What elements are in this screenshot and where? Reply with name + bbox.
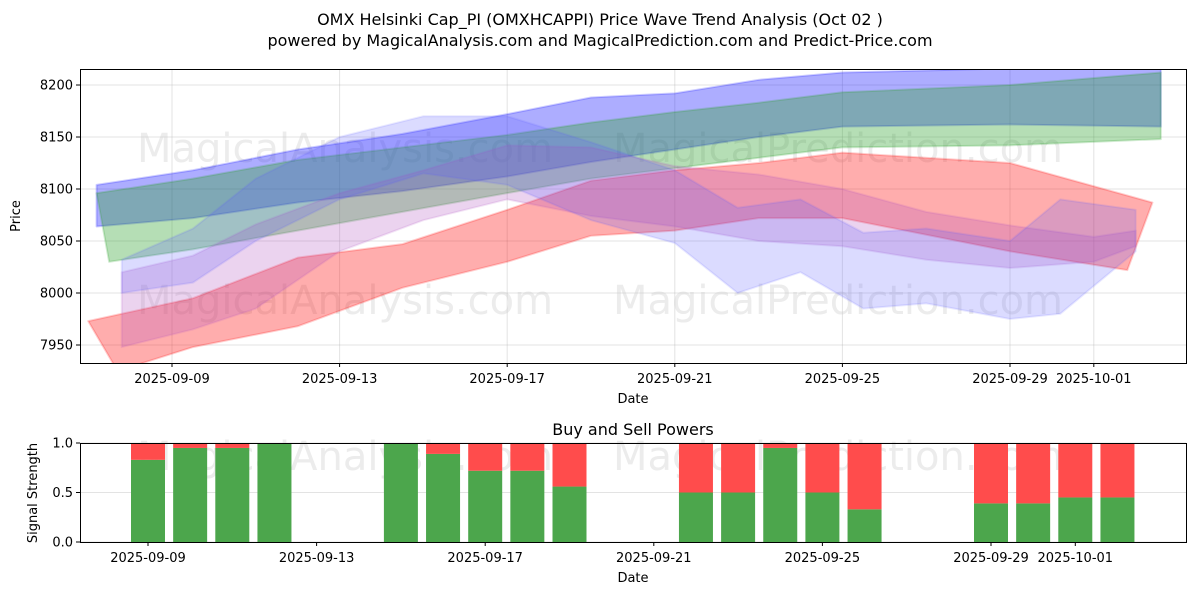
price-x-tick-label: 2025-09-21 (637, 372, 713, 387)
price-y-tick-label: 8150 (40, 131, 73, 146)
signal-x-tick-label: 2025-09-29 (953, 551, 1029, 566)
price-y-tick-label: 8050 (40, 235, 73, 250)
buy-bar (510, 470, 545, 542)
band-short-wave-purple (120, 144, 1137, 349)
signal-y-tick-label: 0.0 (52, 536, 73, 551)
buy-bar (1100, 497, 1135, 542)
price-y-tick-label: 8100 (40, 183, 73, 198)
sell-bar (678, 443, 713, 493)
buy-bar (847, 509, 882, 542)
band-short-wave-blue (120, 115, 1137, 321)
signal-x-tick-label: 2025-09-17 (447, 551, 523, 566)
signal-x-tick-label: 2025-09-25 (785, 551, 861, 566)
buy-bar (383, 443, 418, 542)
buy-bar (721, 492, 756, 542)
sell-bar (215, 443, 250, 448)
price-grid (80, 69, 1186, 363)
price-x-tick-label: 2025-09-13 (302, 372, 378, 387)
signal-x-tick-label: 2025-09-13 (279, 551, 355, 566)
price-y-tick-label: 8000 (40, 287, 73, 302)
signal-x-tick-label: 2025-10-01 (1038, 551, 1114, 566)
price-x-tick-label: 2025-09-17 (469, 372, 545, 387)
buy-bar (426, 453, 461, 542)
price-x-tick-label: 2025-10-01 (1056, 372, 1132, 387)
buy-bar (763, 447, 798, 542)
sell-bar (131, 443, 165, 460)
buy-bar (678, 492, 713, 542)
price-chart: MagicalAnalysis.com MagicalPrediction.com… (9, 69, 1187, 407)
signal-y-tick-label: 0.5 (52, 486, 73, 501)
buy-bar (468, 470, 503, 542)
buy-bar (131, 459, 165, 542)
signal-chart-title: Buy and Sell Powers (552, 420, 714, 439)
sell-bar (847, 443, 882, 510)
sell-bar (721, 443, 756, 493)
price-watermarks: MagicalAnalysis.com MagicalPrediction.com… (137, 126, 1063, 324)
price-y-tick-label: 7950 (40, 339, 73, 354)
band-mid-term-red (87, 151, 1154, 363)
buy-bar (257, 443, 292, 542)
sell-bar (763, 443, 798, 448)
price-x-ticks: 2025-09-09 2025-09-13 2025-09-17 2025-09-21… (134, 363, 1132, 387)
signal-x-ticks: 2025-09-09 2025-09-13 2025-09-17 2025-09-21… (110, 542, 1113, 566)
sell-bar (552, 443, 587, 487)
buy-bar (215, 447, 250, 542)
buy-bar (805, 492, 840, 542)
signal-bars (131, 443, 1135, 542)
sell-bar (510, 443, 545, 471)
sell-bar (974, 443, 1008, 504)
signal-axes-frame (80, 443, 1187, 543)
band-long-term-green (95, 71, 1162, 263)
price-y-tick-label: 8200 (40, 79, 73, 94)
price-x-label: Date (617, 392, 648, 407)
price-y-label: Price (9, 200, 24, 232)
price-axes-frame (80, 69, 1187, 364)
sell-bar (1100, 443, 1135, 498)
buy-bar (552, 486, 587, 542)
signal-x-label: Date (617, 571, 648, 586)
buy-bar (173, 447, 208, 542)
signal-y-label: Signal Strength (26, 443, 41, 543)
price-x-tick-label: 2025-09-29 (972, 372, 1048, 387)
sell-bar (1058, 443, 1093, 498)
buy-bar (1016, 503, 1051, 542)
signal-y-tick-label: 1.0 (52, 437, 73, 452)
watermark-text: MagicalAnalysis.com (137, 126, 553, 172)
watermark-text: MagicalPrediction.com (613, 126, 1063, 172)
sell-bar (173, 443, 208, 448)
watermark-text: MagicalAnalysis.com (137, 278, 553, 324)
price-x-tick-label: 2025-09-09 (134, 372, 210, 387)
sell-bar (805, 443, 840, 493)
chart-subtitle: powered by MagicalAnalysis.com and Magic… (267, 31, 933, 50)
signal-chart: Buy and Sell Powers MagicalAnalysis.comM… (26, 420, 1187, 586)
sell-bar (1016, 443, 1051, 504)
signal-x-tick-label: 2025-09-21 (616, 551, 692, 566)
buy-bar (1058, 497, 1093, 542)
signal-y-ticks: 0.0 0.5 1.0 (52, 437, 80, 551)
price-x-tick-label: 2025-09-25 (805, 372, 881, 387)
watermark-text: MagicalPrediction.com (613, 278, 1063, 324)
signal-x-tick-label: 2025-09-09 (110, 551, 186, 566)
sell-bar (426, 443, 461, 454)
sell-bar (468, 443, 503, 471)
price-bands (87, 69, 1162, 363)
band-long-term-blue (95, 69, 1162, 228)
buy-bar (974, 503, 1008, 542)
chart-title: OMX Helsinki Cap_PI (OMXHCAPPI) Price Wa… (317, 10, 883, 29)
price-y-ticks: 7950 8000 8050 8100 8150 8200 (40, 79, 80, 354)
